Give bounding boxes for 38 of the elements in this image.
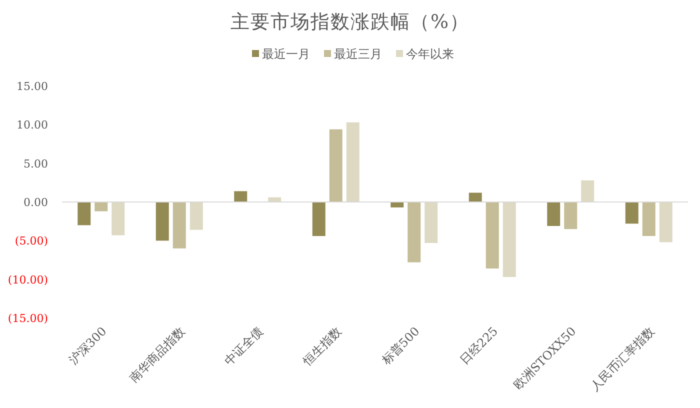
bar — [424, 202, 438, 243]
y-tick-label: (15.00) — [8, 312, 48, 325]
x-tick-label: 人民币汇率指数 — [588, 324, 657, 394]
bar — [468, 192, 482, 202]
chart-title: 主要市场指数涨跌幅（%） — [230, 11, 470, 33]
y-tick-label: 5.00 — [24, 157, 48, 170]
bar — [547, 202, 560, 226]
y-tick-label: (5.00) — [14, 234, 48, 248]
bar — [659, 202, 672, 242]
bar — [564, 202, 578, 230]
x-tick-label: 南华商品指数 — [126, 324, 188, 386]
x-tick-label: 中证全债 — [222, 324, 266, 368]
y-tick-label: (10.00) — [8, 273, 48, 286]
bar — [234, 191, 248, 202]
bar — [346, 122, 360, 202]
bar — [329, 129, 342, 202]
bar — [78, 202, 91, 226]
bar — [94, 202, 108, 212]
bar — [156, 202, 169, 241]
bar — [390, 202, 404, 208]
bar — [112, 202, 125, 236]
bar — [642, 202, 656, 236]
x-tick-label: 恒生指数 — [299, 324, 344, 369]
bar — [581, 180, 594, 202]
x-tick-label: 标普500 — [378, 324, 422, 368]
bar — [190, 202, 203, 230]
y-tick-label: 0.00 — [24, 196, 48, 209]
bar — [408, 202, 421, 262]
legend-label: 今年以来 — [406, 47, 454, 61]
y-tick-label: 15.00 — [16, 80, 48, 93]
bar — [312, 202, 326, 236]
y-tick-label: 10.00 — [16, 118, 48, 132]
bar — [172, 202, 186, 248]
bar — [625, 202, 638, 224]
legend-label: 最近三月 — [334, 47, 382, 61]
bar — [486, 202, 499, 269]
bar — [502, 202, 516, 278]
legend-label: 最近一月 — [262, 47, 310, 61]
